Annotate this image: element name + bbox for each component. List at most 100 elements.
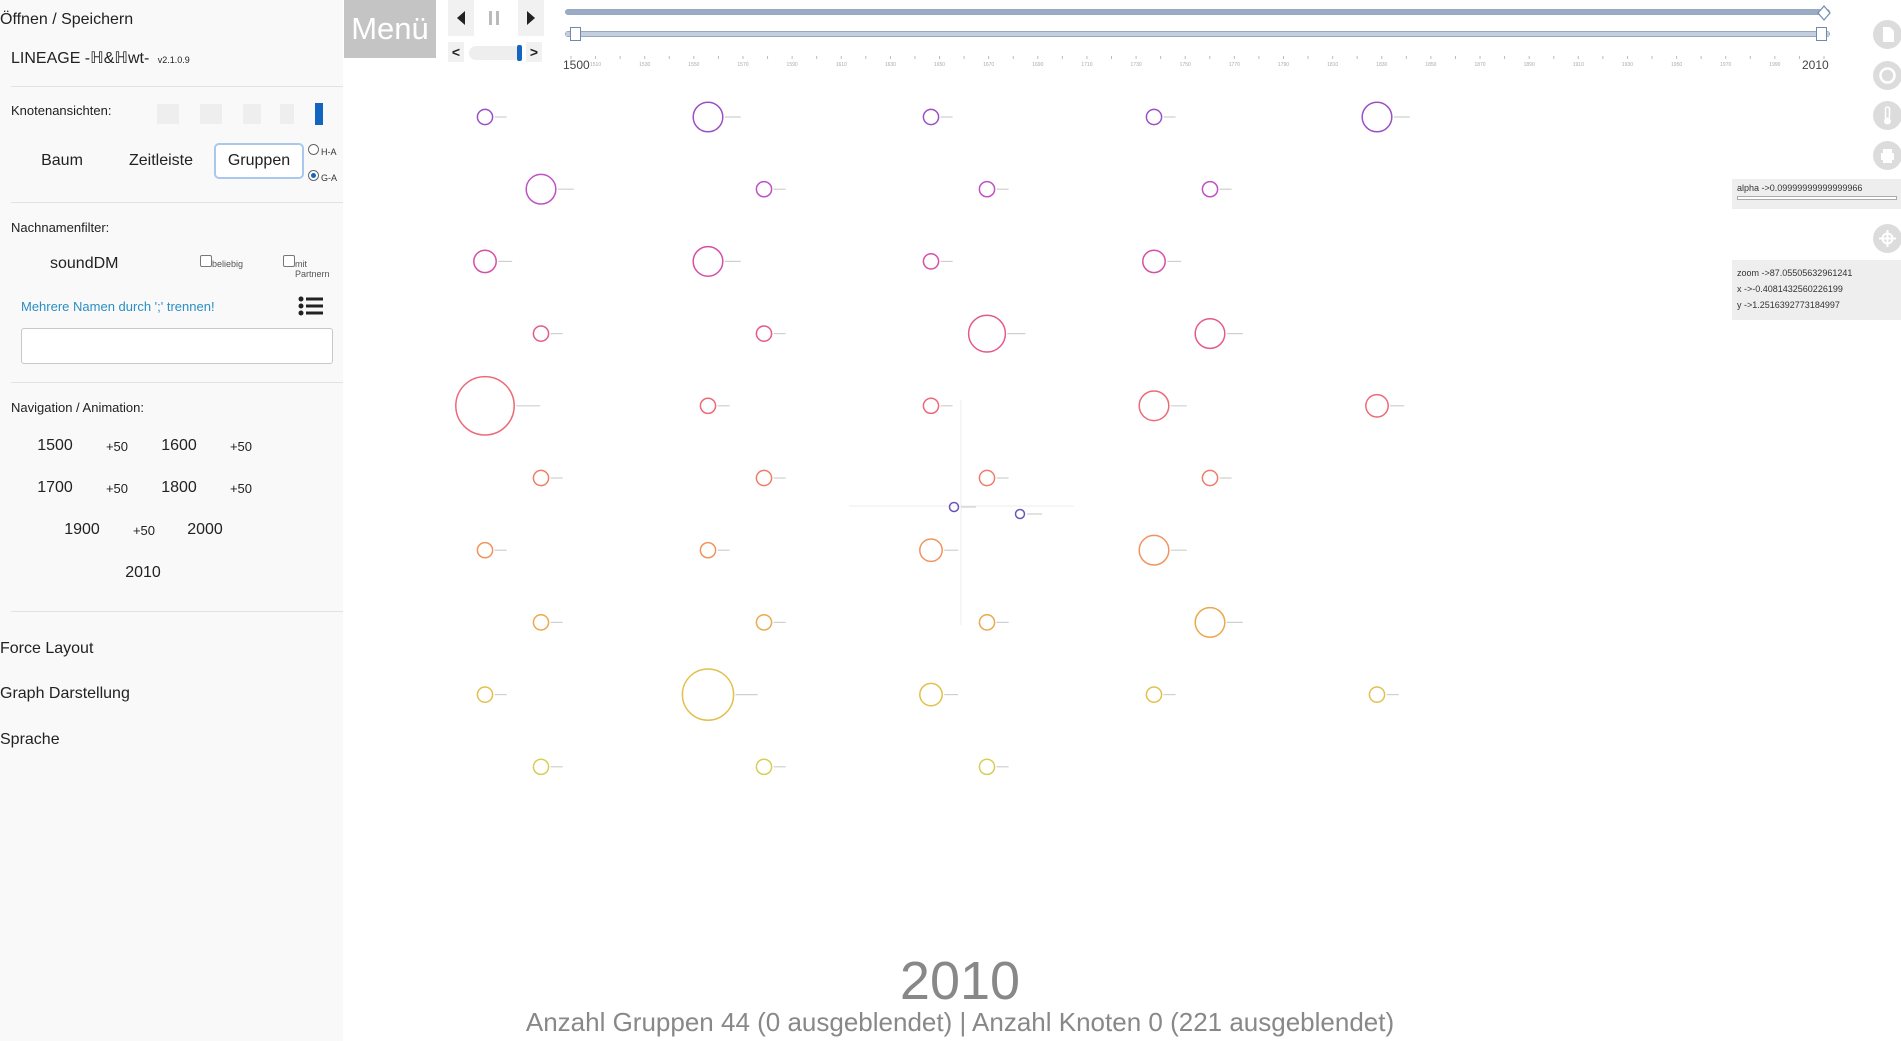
timeline-tick-label: 1930 xyxy=(1622,62,1633,68)
group-node[interactable] xyxy=(922,108,940,126)
group-node[interactable] xyxy=(967,314,1007,353)
group-node[interactable] xyxy=(525,173,557,205)
nav-year-1700[interactable]: 1700 xyxy=(37,479,73,496)
range-start-handle[interactable] xyxy=(570,27,581,41)
radio-ha[interactable] xyxy=(308,144,319,155)
group-node[interactable] xyxy=(692,245,724,277)
graph-display-link[interactable]: Graph Darstellung xyxy=(0,685,130,702)
language-link[interactable]: Sprache xyxy=(0,731,60,748)
group-node[interactable] xyxy=(699,397,717,415)
group-node[interactable] xyxy=(1138,534,1170,566)
group-node[interactable] xyxy=(919,682,943,707)
group-node[interactable] xyxy=(1145,686,1163,703)
speed-up-button[interactable]: > xyxy=(526,42,542,62)
checkbox-any[interactable] xyxy=(200,255,212,267)
next-step-button[interactable] xyxy=(518,0,544,36)
names-input[interactable] xyxy=(21,328,333,364)
mode-button-baum[interactable]: Baum xyxy=(41,152,83,169)
nav-step-1700[interactable]: +50 xyxy=(105,481,129,496)
nav-step-1600[interactable]: +50 xyxy=(229,439,253,454)
group-node[interactable] xyxy=(476,541,494,559)
timeline-tick-label: 1650 xyxy=(934,62,945,68)
nav-year-1800[interactable]: 1800 xyxy=(161,479,197,496)
nav-year-1900[interactable]: 1900 xyxy=(64,521,100,538)
group-node[interactable] xyxy=(473,249,497,274)
current-year-handle[interactable] xyxy=(1817,5,1831,26)
view-swatch-2[interactable] xyxy=(200,104,222,124)
group-node[interactable] xyxy=(755,325,773,342)
print-button[interactable] xyxy=(1873,141,1901,170)
group-node[interactable] xyxy=(978,614,996,631)
nav-year-2010[interactable]: 2010 xyxy=(125,564,161,581)
menu-button[interactable]: Menü xyxy=(344,0,436,58)
group-node[interactable] xyxy=(1194,318,1226,350)
divider xyxy=(11,611,343,612)
group-node[interactable] xyxy=(532,614,550,631)
filter-mode[interactable]: soundDM xyxy=(50,255,119,272)
stop-button[interactable] xyxy=(1873,61,1901,90)
center-button[interactable] xyxy=(1873,224,1901,253)
group-node[interactable] xyxy=(532,758,550,776)
group-node[interactable] xyxy=(692,101,724,133)
group-node[interactable] xyxy=(755,614,773,631)
nav-step-1900[interactable]: +50 xyxy=(132,523,156,538)
timeline-tick-label: 1550 xyxy=(688,62,699,68)
nav-step-1500[interactable]: +50 xyxy=(105,439,129,454)
radio-ga[interactable] xyxy=(308,170,319,181)
group-node[interactable] xyxy=(1201,180,1219,198)
view-swatch-4[interactable] xyxy=(280,104,294,124)
alpha-value: alpha ->0.09999999999999966 xyxy=(1737,183,1863,193)
speed-down-button[interactable]: < xyxy=(448,42,464,62)
speed-slider-handle[interactable] xyxy=(517,45,522,61)
document-button[interactable] xyxy=(1873,20,1901,49)
center-group-node[interactable] xyxy=(948,501,960,513)
view-swatch-1[interactable] xyxy=(157,104,179,124)
zoom-value: zoom ->87.05505632961241 xyxy=(1737,268,1853,278)
nav-step-1800[interactable]: +50 xyxy=(229,481,253,496)
group-node[interactable] xyxy=(1201,469,1219,487)
group-node[interactable] xyxy=(922,397,940,415)
checkbox-partner[interactable] xyxy=(283,255,295,267)
group-node[interactable] xyxy=(1194,606,1226,638)
group-node[interactable] xyxy=(476,686,494,703)
group-node[interactable] xyxy=(476,108,494,126)
group-node[interactable] xyxy=(1138,390,1170,422)
group-node[interactable] xyxy=(755,180,773,198)
groups-graph[interactable] xyxy=(344,65,1724,945)
force-layout-link[interactable]: Force Layout xyxy=(0,640,94,657)
group-node[interactable] xyxy=(978,758,996,776)
group-node[interactable] xyxy=(919,538,943,563)
nav-year-1600[interactable]: 1600 xyxy=(161,437,197,454)
group-node[interactable] xyxy=(699,541,717,559)
group-node[interactable] xyxy=(1365,393,1389,418)
group-node[interactable] xyxy=(1142,249,1166,274)
group-node[interactable] xyxy=(922,253,940,270)
pause-button[interactable] xyxy=(480,0,508,36)
center-group-node[interactable] xyxy=(1014,508,1026,520)
group-node[interactable] xyxy=(532,469,550,487)
group-node[interactable] xyxy=(1145,108,1163,126)
group-node[interactable] xyxy=(755,469,773,487)
group-node[interactable] xyxy=(532,325,550,342)
group-node[interactable] xyxy=(455,375,515,436)
list-icon[interactable] xyxy=(298,295,324,317)
range-end-handle[interactable] xyxy=(1816,27,1827,41)
current-year-slider[interactable] xyxy=(565,9,1830,15)
view-swatch-active[interactable] xyxy=(315,103,323,125)
open-save-link[interactable]: Öffnen / Speichern xyxy=(0,11,134,28)
prev-step-button[interactable] xyxy=(448,0,474,36)
speed-slider[interactable] xyxy=(469,46,521,60)
range-slider[interactable] xyxy=(565,31,1830,37)
mode-button-zeitleiste[interactable]: Zeitleiste xyxy=(128,152,194,169)
thermometer-button[interactable] xyxy=(1873,101,1901,130)
group-node[interactable] xyxy=(1368,686,1386,703)
group-node[interactable] xyxy=(681,668,735,721)
group-node[interactable] xyxy=(978,469,996,487)
view-swatch-3[interactable] xyxy=(243,104,261,124)
nav-year-2000[interactable]: 2000 xyxy=(187,521,223,538)
group-node[interactable] xyxy=(755,758,773,776)
mode-button-gruppen[interactable]: Gruppen xyxy=(214,143,304,179)
group-node[interactable] xyxy=(978,180,996,198)
nav-year-1500[interactable]: 1500 xyxy=(37,437,73,454)
group-node[interactable] xyxy=(1361,101,1393,133)
